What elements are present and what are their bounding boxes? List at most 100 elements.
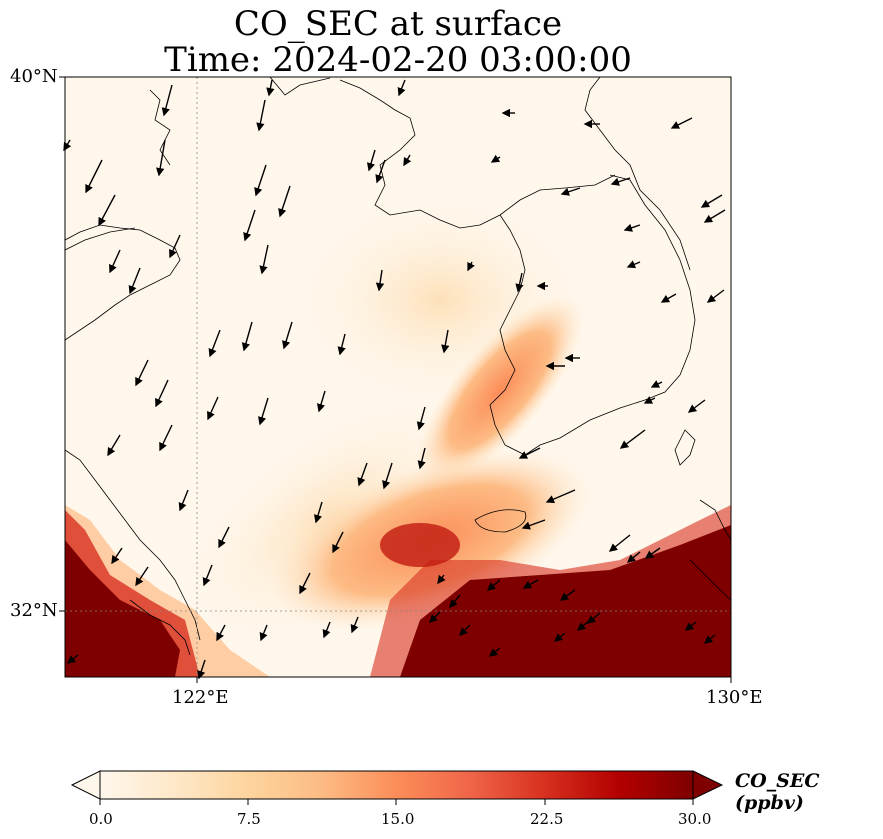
lat-label-32n: 32°N (10, 600, 58, 621)
wind-arrow (644, 547, 661, 559)
wind-arrow (553, 632, 566, 642)
wind-arrow (670, 117, 693, 129)
wind-arrow (155, 379, 169, 408)
wind-arrow (337, 333, 346, 356)
wind-arrow (243, 209, 256, 242)
wind-arrow (486, 579, 501, 591)
wind-arrow (218, 526, 230, 549)
wind-arrow (586, 612, 601, 624)
wind-arrow (128, 267, 141, 295)
wind-arrow (282, 321, 293, 350)
wind-arrow (322, 621, 331, 639)
wind-arrow (278, 185, 291, 218)
wind-arrow (202, 564, 213, 587)
wind-arrow (416, 406, 426, 431)
wind-arrow (488, 647, 501, 657)
colorbar-tick-2: 15.0 (381, 810, 415, 828)
wind-arrow (208, 329, 221, 358)
wind-arrow (254, 164, 267, 197)
wind-arrow (299, 572, 311, 595)
colorbar-gradient (99, 770, 694, 800)
wind-arrow (207, 396, 219, 421)
wind-arrow (467, 261, 475, 272)
wind-arrow (437, 574, 446, 585)
wind-arrow (316, 390, 326, 413)
wind-arrow (522, 579, 539, 589)
wind-vectors (63, 79, 726, 680)
wind-arrow (687, 399, 706, 413)
wind-arrow (135, 566, 149, 587)
wind-arrow (559, 589, 576, 601)
wind-arrow (259, 624, 268, 642)
axis-ticks (59, 76, 732, 683)
wind-arrow (258, 397, 269, 426)
lon-label-122e: 122°E (172, 687, 229, 708)
wind-arrow (111, 547, 123, 565)
wind-arrow (429, 611, 441, 623)
wind-arrow (178, 489, 189, 512)
wind-arrow (684, 621, 697, 631)
wind-arrow (259, 244, 269, 275)
wind-arrow (545, 489, 576, 504)
title-line-1: CO_SEC at surface (233, 4, 563, 44)
wind-arrow (161, 84, 173, 117)
wind-arrow (256, 99, 266, 132)
lon-label-130e: 130°E (706, 687, 763, 708)
colorbar-ticks (99, 799, 694, 805)
map-frame (64, 76, 732, 678)
gridlines (65, 77, 731, 677)
wind-arrow (518, 447, 541, 459)
wind-arrow (66, 654, 79, 664)
co-concentration-field (65, 77, 731, 677)
wind-arrow (490, 154, 501, 163)
wind-arrow (626, 551, 641, 563)
colorbar-tick-1: 7.5 (237, 810, 261, 828)
wind-arrow (459, 624, 471, 636)
wind-arrow (375, 159, 386, 184)
colorbar-extend-max (692, 770, 724, 800)
wind-arrow (85, 159, 103, 194)
wind-arrow (216, 624, 226, 642)
wind-arrow (98, 194, 116, 227)
wind-arrow (700, 194, 723, 208)
wind-arrow (366, 149, 376, 172)
wind-arrow (109, 249, 121, 274)
wind-arrow (449, 594, 461, 609)
wind-arrow (313, 501, 323, 524)
wind-arrow (382, 462, 393, 490)
wind-arrow (619, 429, 646, 449)
wind-arrow (332, 531, 344, 554)
wind-arrow (626, 260, 641, 269)
wind-arrow (266, 79, 275, 97)
wind-arrow (610, 177, 631, 186)
colorbar-label: CO_SEC (ppbv) (735, 770, 820, 814)
wind-arrow (197, 659, 206, 680)
wind-arrow (706, 289, 725, 303)
wind-arrow (107, 434, 121, 457)
wind-arrow (703, 634, 716, 644)
wind-arrow (608, 534, 631, 552)
title-line-2: Time: 2024-02-20 03:00:00 (164, 40, 632, 80)
wind-arrow (403, 154, 412, 167)
wind-arrow (350, 616, 359, 634)
wind-arrow (521, 519, 546, 530)
colorbar-tick-0: 0.0 (89, 810, 113, 828)
wind-arrow (241, 321, 253, 352)
wind-arrow (135, 359, 149, 387)
wind-arrow (397, 79, 406, 97)
wind-arrow (169, 234, 181, 259)
lat-label-40n: 40°N (10, 66, 58, 87)
colorbar-tick-3: 22.5 (530, 810, 564, 828)
wind-arrow (357, 462, 368, 487)
wind-arrow (623, 223, 641, 232)
wind-arrow (156, 139, 166, 177)
colorbar-tick-4: 30.0 (678, 810, 712, 828)
wind-arrow (650, 380, 663, 388)
wind-arrow (441, 329, 450, 354)
wind-arrow (560, 187, 581, 196)
wind-arrow (417, 447, 426, 470)
wind-arrow (643, 396, 656, 404)
wind-arrow (159, 424, 173, 452)
